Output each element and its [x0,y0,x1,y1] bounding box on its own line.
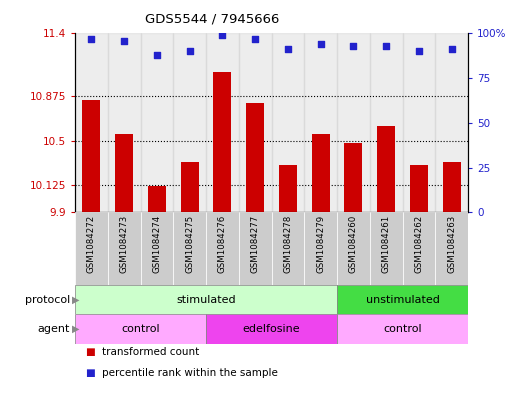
Text: GSM1084261: GSM1084261 [382,215,390,273]
Text: GSM1084273: GSM1084273 [120,215,129,273]
Text: stimulated: stimulated [176,295,236,305]
Bar [181,162,199,212]
Point [251,36,259,42]
Point [349,43,358,49]
Bar [344,143,362,212]
Bar [435,212,468,285]
Bar [141,33,173,212]
Bar [75,212,108,285]
Text: ▶: ▶ [72,324,80,334]
Text: GSM1084277: GSM1084277 [251,215,260,273]
Text: ■: ■ [85,347,95,357]
Bar [304,33,337,212]
Text: ■: ■ [85,368,95,378]
Bar [370,33,403,212]
Bar [377,127,395,212]
Point [447,46,456,53]
Bar [246,103,264,212]
Text: percentile rank within the sample: percentile rank within the sample [102,368,278,378]
Text: GSM1084272: GSM1084272 [87,215,96,273]
Point [218,32,226,39]
Text: agent: agent [37,324,70,334]
Bar [403,212,435,285]
Bar [337,212,370,285]
Text: GSM1084263: GSM1084263 [447,215,456,273]
Point [284,46,292,53]
Text: ▶: ▶ [72,295,80,305]
Point [382,43,390,49]
Bar [337,33,370,212]
Bar [75,33,108,212]
Bar [115,134,133,212]
Bar [148,186,166,212]
Bar [435,33,468,212]
Bar [75,285,337,314]
Text: GSM1084275: GSM1084275 [185,215,194,273]
Text: GSM1084279: GSM1084279 [316,215,325,272]
Text: GSM1084278: GSM1084278 [283,215,292,273]
Text: GSM1084276: GSM1084276 [218,215,227,273]
Text: protocol: protocol [25,295,70,305]
Point [87,36,95,42]
Bar [206,33,239,212]
Text: control: control [121,324,160,334]
Bar [304,212,337,285]
Text: GSM1084274: GSM1084274 [152,215,162,273]
Bar [75,314,206,344]
Bar [370,212,403,285]
Point [317,41,325,47]
Point [186,48,194,54]
Bar [108,33,141,212]
Text: GSM1084260: GSM1084260 [349,215,358,273]
Bar [141,212,173,285]
Bar [206,212,239,285]
Bar [337,285,468,314]
Bar [443,162,461,212]
Text: edelfosine: edelfosine [243,324,300,334]
Bar [108,212,141,285]
Bar [311,134,330,212]
Bar [173,212,206,285]
Bar [337,314,468,344]
Text: GSM1084262: GSM1084262 [415,215,423,273]
Bar [410,165,428,212]
Bar [271,212,304,285]
Bar [403,33,435,212]
Bar [83,100,101,212]
Text: unstimulated: unstimulated [366,295,440,305]
Text: GDS5544 / 7945666: GDS5544 / 7945666 [145,13,280,26]
Bar [239,33,271,212]
Bar [213,72,231,212]
Text: control: control [383,324,422,334]
Bar [279,165,297,212]
Text: transformed count: transformed count [102,347,199,357]
Point [120,37,128,44]
Bar [271,33,304,212]
Point [153,52,161,58]
Bar [239,212,271,285]
Point [415,48,423,54]
Bar [206,314,337,344]
Bar [173,33,206,212]
